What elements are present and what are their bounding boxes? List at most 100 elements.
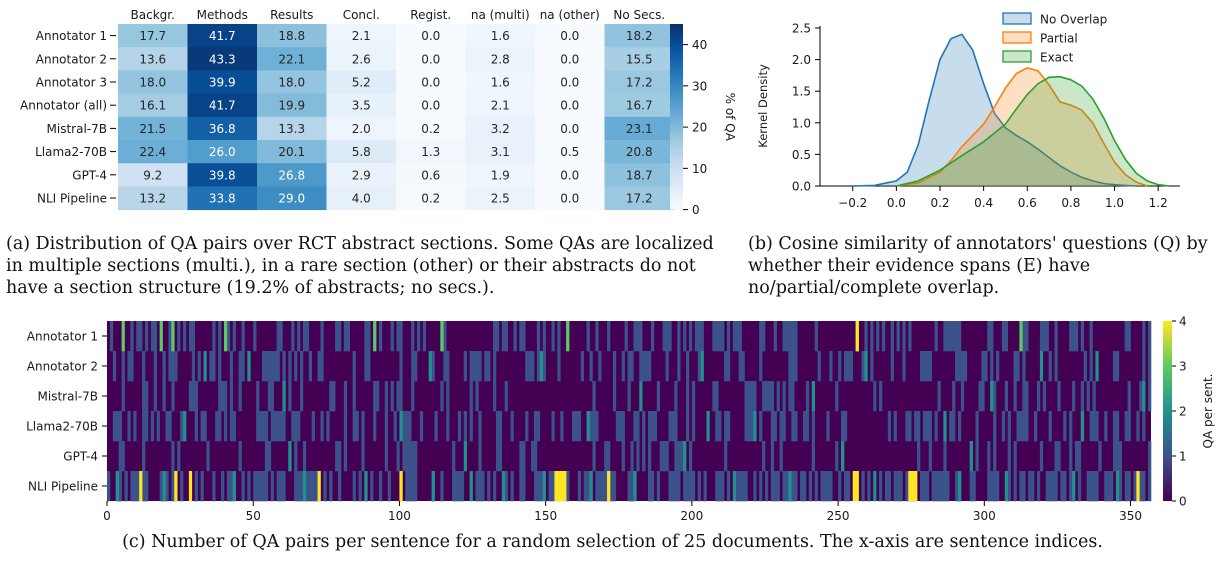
qa-cell bbox=[627, 471, 631, 502]
qa-cell bbox=[987, 441, 991, 472]
qa-cell bbox=[229, 351, 234, 382]
qa-cell bbox=[650, 411, 655, 442]
qa-cell bbox=[367, 351, 371, 382]
qa-cell bbox=[952, 411, 956, 442]
qa-cell bbox=[411, 441, 415, 472]
qa-cell bbox=[223, 321, 228, 352]
colorbar-tick-label: 40 bbox=[692, 38, 707, 52]
qa-cell bbox=[1057, 381, 1061, 412]
qa-cell bbox=[308, 351, 313, 382]
qa-cell bbox=[247, 471, 251, 502]
cell-value: 1.6 bbox=[491, 29, 510, 43]
qa-cell bbox=[841, 411, 845, 442]
qa-cell bbox=[925, 471, 930, 502]
x-tick-label: −0.2 bbox=[838, 196, 867, 210]
qa-cell bbox=[1019, 321, 1023, 352]
qa-cell bbox=[1089, 351, 1093, 382]
qa-cell bbox=[1127, 411, 1131, 442]
qa-cell bbox=[1060, 471, 1064, 502]
qa-cell bbox=[469, 471, 473, 502]
qa-cell bbox=[288, 381, 292, 412]
kde-line bbox=[852, 33, 1137, 187]
qa-cell bbox=[946, 471, 950, 502]
qa-cell bbox=[1083, 351, 1087, 382]
cell-value: 39.8 bbox=[209, 168, 236, 182]
cell-value: 16.1 bbox=[139, 99, 166, 113]
legend-label: No Overlap bbox=[1040, 13, 1107, 27]
qa-cell bbox=[665, 351, 669, 382]
qa-cell bbox=[542, 321, 546, 352]
qa-cell bbox=[241, 321, 245, 352]
qa-cell bbox=[975, 411, 979, 442]
qa-cell bbox=[934, 471, 938, 502]
qa-cell bbox=[773, 321, 777, 352]
qa-cell bbox=[419, 411, 424, 442]
qa-cell bbox=[373, 321, 377, 352]
heatmap-cell bbox=[118, 47, 188, 71]
heatmap-cell bbox=[604, 70, 675, 95]
qa-cell bbox=[408, 441, 412, 472]
qa-cell bbox=[615, 411, 620, 442]
qa-cell bbox=[513, 321, 517, 352]
qa-cell bbox=[133, 411, 137, 442]
cell-value: 18.8 bbox=[278, 29, 305, 43]
qa-cell bbox=[1095, 471, 1099, 502]
qa-cell bbox=[721, 321, 725, 352]
qa-cell bbox=[498, 411, 503, 442]
qa-cell bbox=[343, 381, 348, 412]
qa-cell bbox=[153, 321, 158, 352]
qa-cell bbox=[735, 321, 739, 352]
heatmap-cell bbox=[118, 116, 188, 141]
qa-cell bbox=[311, 471, 315, 502]
qa-cell bbox=[226, 471, 231, 502]
qa-cell bbox=[598, 351, 602, 382]
qa-cell bbox=[1127, 471, 1131, 502]
qa-cell bbox=[826, 471, 830, 502]
qa-cell bbox=[352, 351, 356, 382]
qa-cell bbox=[253, 321, 257, 352]
qa-cell bbox=[121, 321, 125, 352]
cell-value: 13.2 bbox=[139, 192, 166, 206]
heatmap-cell bbox=[187, 47, 258, 71]
qa-cell bbox=[1118, 471, 1123, 502]
qa-cell bbox=[188, 321, 193, 352]
qa-cell bbox=[241, 351, 245, 382]
qa-cell bbox=[595, 321, 599, 352]
qa-cell bbox=[770, 411, 775, 442]
heatmap-cell bbox=[257, 186, 327, 211]
cell-value: 5.2 bbox=[352, 76, 371, 90]
qa-cell bbox=[469, 411, 473, 442]
qa-cell bbox=[338, 321, 342, 352]
cell-value: 2.1 bbox=[491, 99, 510, 113]
qa-cell bbox=[150, 321, 155, 352]
column-label: Regist. bbox=[410, 8, 451, 22]
qa-cell bbox=[276, 471, 280, 502]
qa-cell bbox=[943, 411, 947, 442]
qa-cell bbox=[531, 351, 535, 382]
qa-cell bbox=[852, 471, 856, 502]
qa-cell bbox=[405, 441, 409, 472]
qa-cell bbox=[917, 441, 921, 472]
qa-cell bbox=[732, 471, 737, 502]
qa-cell bbox=[726, 351, 731, 382]
colorbar-tick-label: 4 bbox=[1179, 315, 1187, 329]
qa-cell bbox=[1019, 471, 1023, 502]
heatmap-cell bbox=[535, 163, 605, 187]
cell-value: 0.0 bbox=[421, 76, 440, 90]
qa-cell bbox=[668, 471, 672, 502]
qa-cell bbox=[899, 471, 903, 502]
qa-cell bbox=[744, 381, 748, 412]
qa-cell bbox=[493, 351, 497, 382]
qa-cell bbox=[957, 411, 962, 442]
qa-cell bbox=[168, 411, 172, 442]
row-label: Llama2-70B bbox=[26, 420, 98, 434]
cell-value: 13.3 bbox=[278, 122, 305, 136]
qa-cell bbox=[1022, 321, 1026, 352]
qa-cell bbox=[434, 411, 438, 442]
heatmap-cell bbox=[535, 24, 605, 48]
qa-cell bbox=[279, 471, 283, 502]
qa-cell bbox=[557, 351, 561, 382]
qa-cell bbox=[1104, 471, 1108, 502]
heatmap-cell bbox=[465, 116, 536, 141]
